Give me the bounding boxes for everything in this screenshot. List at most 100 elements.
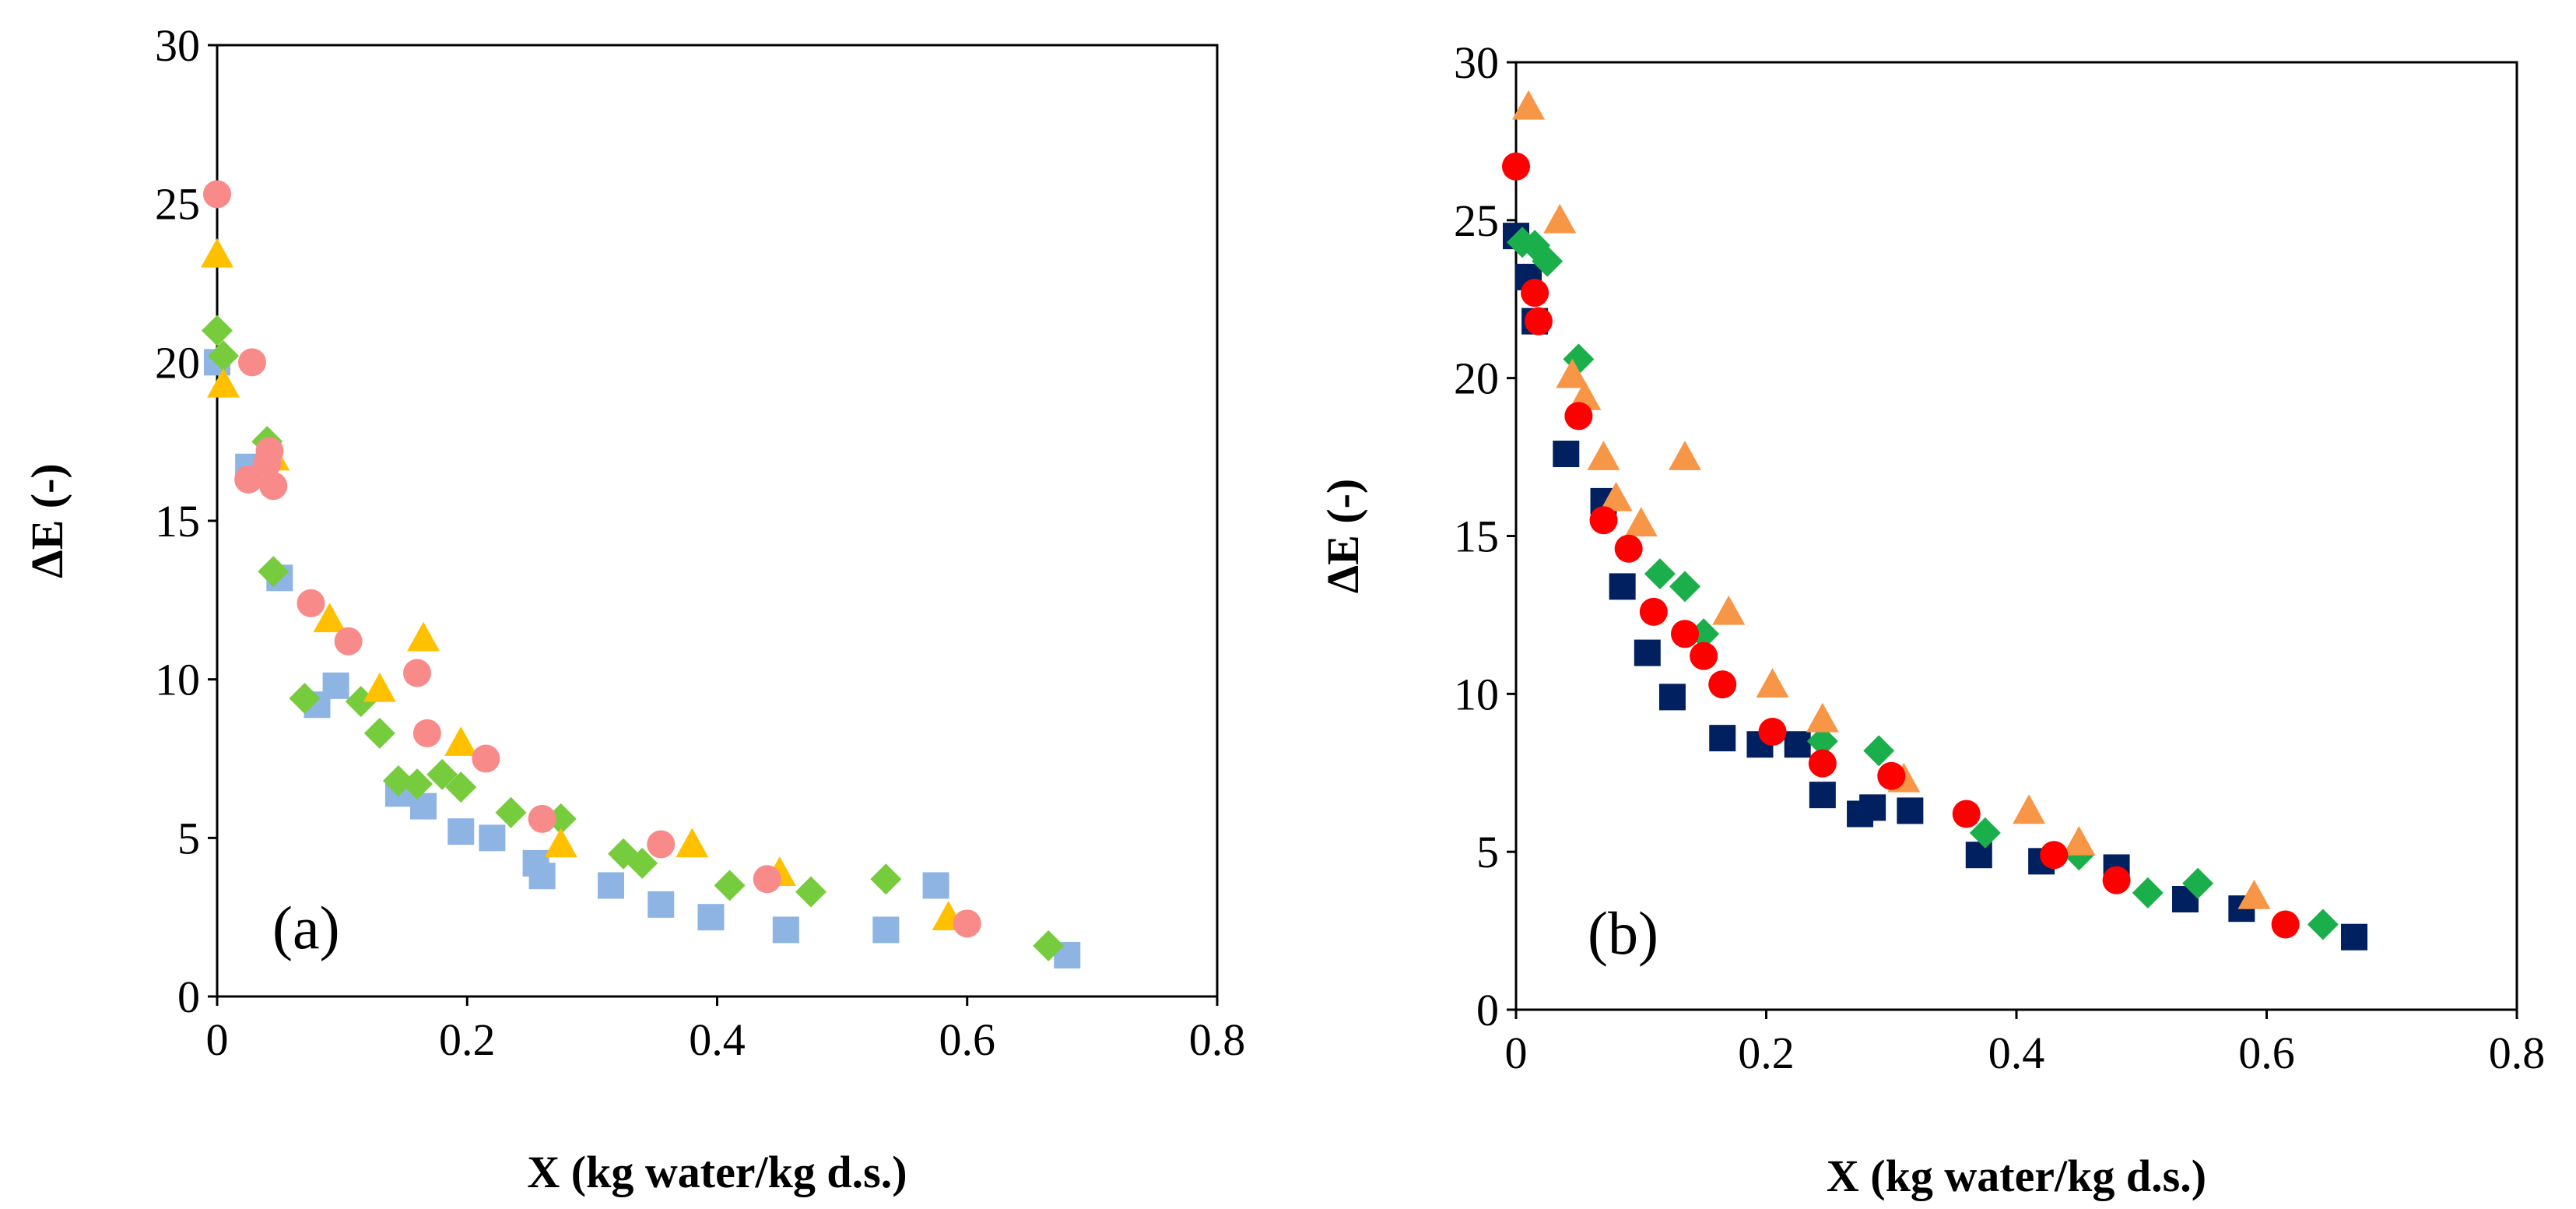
data-point-triangle bbox=[1512, 90, 1546, 120]
data-point-diamond bbox=[2132, 877, 2164, 909]
data-point-square bbox=[1658, 684, 1686, 711]
data-point-diamond bbox=[714, 870, 746, 901]
data-point-diamond bbox=[495, 796, 527, 828]
y-tick-label: 0 bbox=[177, 972, 200, 1022]
data-point-triangle bbox=[407, 621, 440, 652]
data-point-circle bbox=[234, 466, 263, 494]
series-diamond bbox=[202, 315, 1065, 961]
data-point-circle bbox=[2102, 866, 2131, 894]
data-point-square bbox=[1634, 639, 1661, 666]
data-point-circle bbox=[472, 744, 500, 773]
y-tick-label: 25 bbox=[155, 179, 200, 230]
y-tick-label: 0 bbox=[1476, 985, 1499, 1035]
panel-label: (b) bbox=[1588, 899, 1658, 967]
data-point-square bbox=[1809, 782, 1836, 809]
y-axis-title: ΔE (-) bbox=[1318, 479, 1368, 594]
data-point-diamond bbox=[208, 340, 240, 372]
data-point-square bbox=[1784, 731, 1811, 758]
y-tick-label: 20 bbox=[155, 337, 200, 388]
data-point-diamond bbox=[363, 717, 395, 749]
x-tick-label: 0 bbox=[1505, 1028, 1528, 1078]
data-point-triangle bbox=[1756, 668, 1789, 698]
data-point-diamond bbox=[2307, 909, 2339, 940]
data-point-diamond bbox=[382, 765, 414, 797]
x-tick-label: 0.4 bbox=[689, 1014, 746, 1065]
plot-area-frame bbox=[216, 44, 1219, 998]
data-point-diamond bbox=[1969, 817, 2001, 849]
y-axis-title: ΔE (-) bbox=[22, 463, 72, 578]
data-point-square bbox=[922, 872, 949, 899]
data-point-diamond bbox=[1033, 930, 1065, 961]
data-point-triangle bbox=[2237, 879, 2271, 909]
data-point-triangle bbox=[1556, 358, 1589, 388]
data-point-circle bbox=[1671, 620, 1700, 648]
series-circle bbox=[1502, 152, 2300, 939]
data-point-circle bbox=[1758, 718, 1787, 747]
data-point-square bbox=[648, 891, 675, 918]
data-point-square bbox=[479, 824, 506, 852]
data-point-diamond bbox=[870, 863, 902, 895]
x-tick-label: 0.6 bbox=[939, 1014, 996, 1065]
data-point-diamond bbox=[258, 556, 290, 588]
data-point-square bbox=[772, 916, 799, 944]
data-point-circle bbox=[203, 180, 231, 209]
data-point-diamond bbox=[626, 847, 658, 879]
data-point-triangle bbox=[1599, 481, 1633, 511]
y-tick-label: 5 bbox=[177, 813, 200, 863]
data-point-circle bbox=[412, 719, 441, 747]
y-tick-label: 15 bbox=[155, 496, 200, 547]
data-point-diamond bbox=[795, 876, 826, 908]
y-tick-label: 20 bbox=[1454, 353, 1499, 404]
data-point-triangle bbox=[1806, 702, 1839, 733]
x-tick-label: 0.6 bbox=[2238, 1028, 2295, 1078]
data-point-square bbox=[697, 904, 725, 931]
data-point-diamond bbox=[426, 758, 458, 790]
data-point-circle bbox=[1690, 641, 1718, 670]
data-point-circle bbox=[403, 659, 431, 687]
data-point-diamond bbox=[1644, 558, 1676, 590]
data-point-triangle bbox=[1543, 203, 1577, 234]
data-point-triangle bbox=[207, 367, 240, 398]
data-point-square bbox=[1609, 573, 1636, 600]
data-point-square bbox=[597, 872, 624, 899]
data-point-circle bbox=[1524, 307, 1553, 336]
data-point-triangle bbox=[313, 603, 346, 633]
data-point-circle bbox=[528, 804, 556, 833]
data-point-diamond bbox=[2182, 867, 2214, 899]
series-triangle bbox=[201, 237, 965, 930]
data-point-square bbox=[322, 672, 349, 699]
x-tick-label: 0.8 bbox=[2489, 1028, 2546, 1078]
data-point-circle bbox=[1708, 670, 1737, 699]
x-tick-label: 0 bbox=[206, 1014, 229, 1065]
data-point-triangle bbox=[2013, 794, 2046, 824]
y-tick-label: 10 bbox=[155, 655, 200, 705]
data-point-diamond bbox=[1863, 735, 1895, 767]
data-point-triangle bbox=[363, 672, 396, 702]
data-point-circle bbox=[334, 627, 363, 655]
x-axis-title: X (kg water/kg d.s.) bbox=[1827, 1151, 2206, 1201]
data-point-triangle bbox=[1587, 441, 1620, 470]
data-point-circle bbox=[1877, 761, 1906, 790]
data-point-triangle bbox=[444, 726, 478, 756]
data-point-diamond bbox=[402, 768, 433, 800]
panel-a: 0 5 10 15 20 25 30 0 0.2 0.4 0.6 0.8 X (kg water/kg … bbox=[22, 20, 1245, 1197]
data-point-circle bbox=[2040, 841, 2069, 870]
data-point-circle bbox=[237, 348, 266, 377]
y-tick-label: 5 bbox=[1476, 827, 1499, 877]
data-point-diamond bbox=[202, 315, 233, 346]
panel-label: (a) bbox=[272, 894, 340, 961]
data-point-diamond bbox=[1532, 245, 1563, 277]
series-square bbox=[204, 349, 1081, 969]
x-tick-label: 0.2 bbox=[1738, 1028, 1795, 1078]
data-point-triangle bbox=[1669, 441, 1702, 470]
plot-area-frame bbox=[1514, 61, 2518, 1011]
series-circle bbox=[203, 180, 981, 938]
data-point-circle bbox=[297, 589, 325, 617]
data-point-circle bbox=[2271, 910, 2300, 939]
data-point-circle bbox=[259, 472, 288, 501]
data-point-diamond bbox=[445, 771, 477, 803]
data-point-circle bbox=[1589, 506, 1618, 535]
y-tick-label: 30 bbox=[1454, 37, 1499, 88]
data-point-circle bbox=[753, 865, 781, 894]
